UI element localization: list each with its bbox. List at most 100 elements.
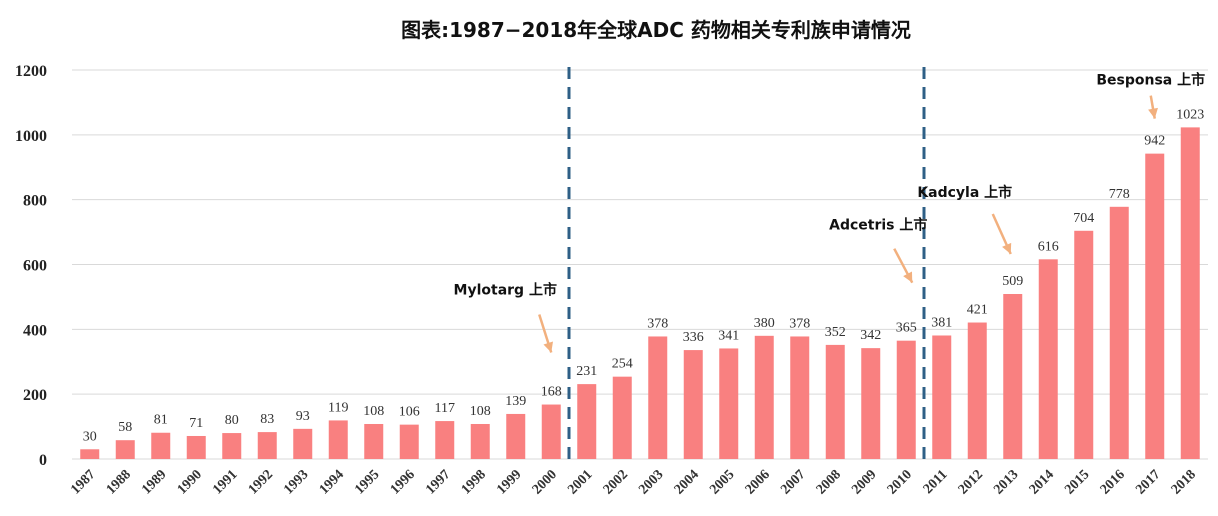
annotation-2010: Adcetris 上市: [829, 217, 927, 234]
annotation-2017: Besponsa 上市: [1096, 72, 1205, 89]
value-label-1990: 71: [189, 416, 203, 431]
bar-2011: [932, 335, 951, 459]
y-tick-label: 600: [23, 258, 47, 275]
value-label-2017: 942: [1144, 134, 1165, 149]
x-tick-label: 1989: [139, 467, 169, 497]
annotation-2013: Kadcyla 上市: [917, 184, 1012, 201]
value-label-2005: 341: [718, 328, 739, 343]
x-tick-label: 2004: [672, 467, 702, 497]
value-label-2006: 380: [754, 316, 775, 331]
y-tick-label: 0: [39, 452, 47, 469]
x-tick-label: 2010: [885, 467, 915, 497]
bar-1998: [471, 424, 490, 459]
y-tick-label: 1200: [15, 63, 47, 80]
bar-2012: [968, 323, 987, 459]
x-tick-label: 2017: [1133, 467, 1163, 497]
bar-1989: [151, 433, 170, 459]
x-tick-label: 1998: [459, 467, 489, 497]
x-tick-label: 2000: [530, 467, 560, 497]
value-label-1987: 30: [83, 429, 97, 444]
value-label-2007: 378: [789, 316, 810, 331]
bar-2010: [897, 341, 916, 459]
x-tick-label: 2013: [991, 467, 1021, 497]
value-label-2014: 616: [1038, 239, 1059, 254]
x-tick-label: 1990: [175, 467, 205, 497]
bar-1987: [80, 449, 99, 459]
value-label-1997: 117: [435, 401, 455, 416]
x-tick-label: 2008: [814, 467, 844, 497]
bar-2009: [861, 348, 880, 459]
bar-1996: [400, 425, 419, 459]
bar-1992: [258, 432, 277, 459]
x-tick-label: 1993: [281, 467, 311, 497]
bar-2004: [684, 350, 703, 459]
value-label-1991: 80: [225, 413, 239, 428]
value-label-2018: 1023: [1176, 107, 1204, 122]
value-label-1996: 106: [399, 405, 420, 420]
value-label-1993: 93: [296, 409, 310, 424]
x-tick-label: 1991: [210, 467, 240, 497]
bar-2008: [826, 345, 845, 459]
x-tick-label: 1987: [68, 467, 98, 497]
bar-1988: [116, 440, 135, 459]
bar-1999: [506, 414, 525, 459]
x-tick-label: 2012: [956, 467, 986, 497]
x-tick-label: 1995: [352, 467, 382, 497]
value-label-1994: 119: [328, 400, 348, 415]
y-tick-label: 800: [23, 193, 47, 210]
x-tick-label: 2015: [1062, 467, 1092, 497]
bar-2015: [1074, 231, 1093, 459]
x-tick-label: 2007: [778, 467, 808, 497]
annotation-2000: Mylotarg 上市: [454, 282, 557, 299]
bars: [80, 127, 1200, 459]
value-label-1995: 108: [363, 404, 384, 419]
bar-1994: [329, 420, 348, 459]
value-label-1998: 108: [470, 404, 491, 419]
value-label-2010: 365: [896, 321, 917, 336]
bar-2018: [1181, 127, 1200, 459]
x-tick-label: 2005: [707, 467, 737, 497]
x-tick-label: 2009: [849, 467, 879, 497]
bar-2007: [790, 336, 809, 459]
value-label-1988: 58: [118, 420, 132, 435]
bar-2006: [755, 336, 774, 459]
bar-2002: [613, 377, 632, 459]
y-tick-label: 1000: [15, 128, 47, 145]
bar-2001: [577, 384, 596, 459]
value-label-2012: 421: [967, 303, 988, 318]
x-tick-label: 1999: [494, 467, 524, 497]
bar-1997: [435, 421, 454, 459]
gridlines: [72, 70, 1208, 459]
x-tick-label: 1992: [246, 467, 276, 497]
bar-2014: [1039, 259, 1058, 459]
bar-2003: [648, 336, 667, 459]
value-label-1992: 83: [260, 412, 274, 427]
bar-1993: [293, 429, 312, 459]
bar-2013: [1003, 294, 1022, 459]
value-label-1999: 139: [505, 394, 526, 409]
bar-1991: [222, 433, 241, 459]
value-label-2004: 336: [683, 330, 704, 345]
value-label-2008: 352: [825, 325, 846, 340]
chart-title: 图表:1987−2018年全球ADC 药物相关专利族申请情况: [401, 18, 911, 42]
bar-1995: [364, 424, 383, 459]
bar-2005: [719, 348, 738, 459]
value-label-2002: 254: [612, 357, 633, 372]
x-tick-label: 2002: [601, 467, 631, 497]
x-tick-label: 1997: [423, 467, 453, 497]
value-label-1989: 81: [154, 413, 168, 428]
value-label-2016: 778: [1109, 187, 1130, 202]
value-label-2001: 231: [576, 364, 597, 379]
annotation-arrowhead-2017: [1148, 108, 1158, 119]
bar-2000: [542, 405, 561, 459]
value-label-2011: 381: [931, 315, 952, 330]
bar-2017: [1145, 154, 1164, 459]
x-axis-ticks: 1987 1988 1989 1990 1991 1992 1993 1994 1995 1996…: [68, 467, 1199, 497]
x-tick-label: 2003: [636, 467, 666, 497]
chart: 图表:1987−2018年全球ADC 药物相关专利族申请情况 020040060…: [0, 0, 1218, 516]
y-tick-label: 400: [23, 322, 47, 339]
x-tick-label: 1988: [104, 467, 134, 497]
x-tick-label: 1996: [388, 467, 418, 497]
y-axis-ticks: 0 200 400 600 800 1000 1200: [15, 63, 47, 469]
value-label-2013: 509: [1002, 274, 1023, 289]
